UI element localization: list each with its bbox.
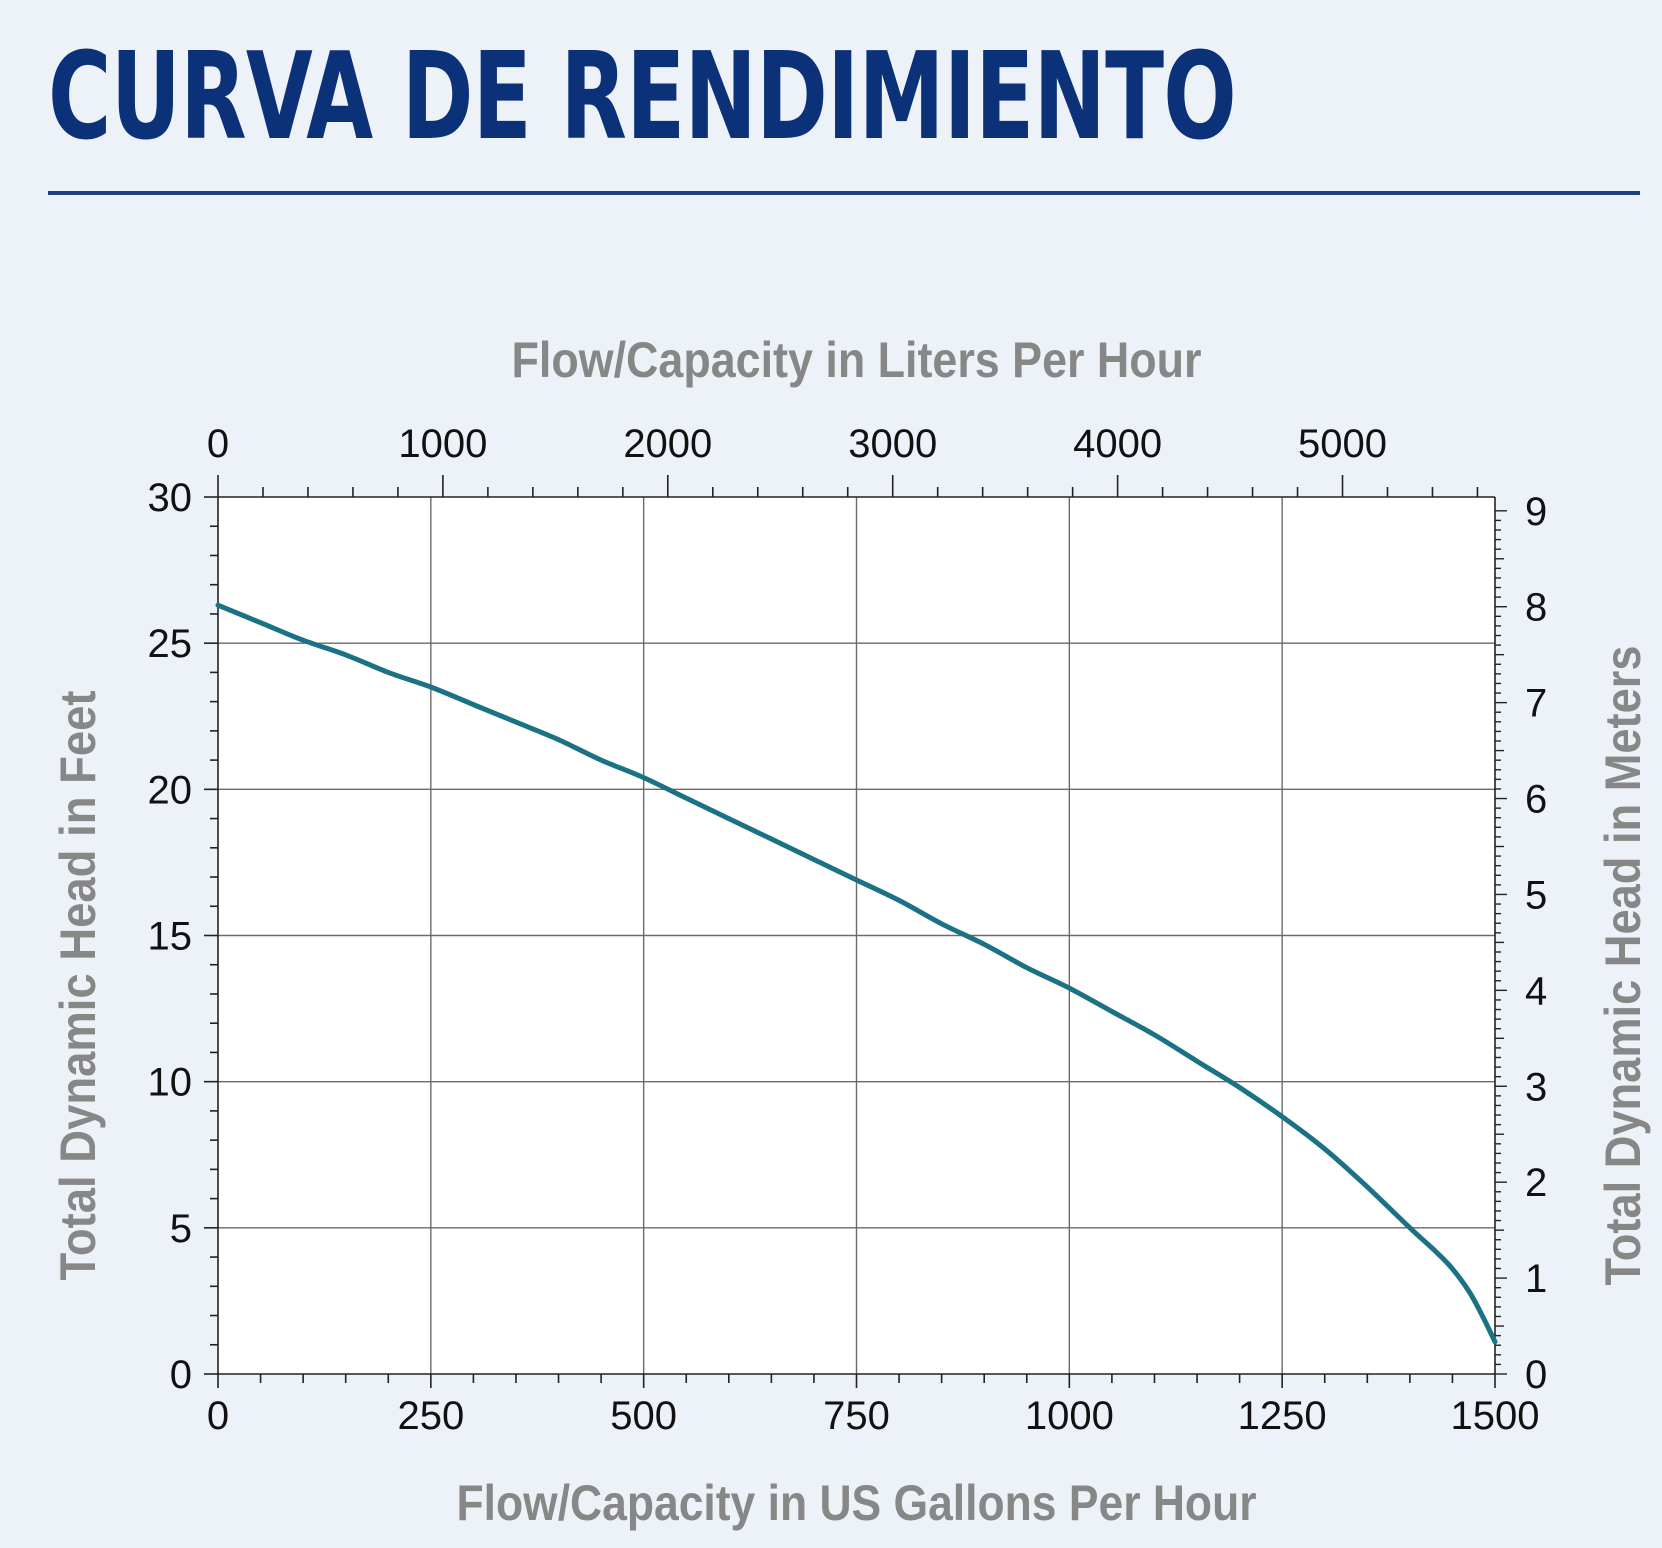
y-tick-label: 15 — [148, 915, 193, 959]
title-divider — [48, 191, 1640, 195]
x2-tick-label: 5000 — [1298, 422, 1387, 466]
y-tick-label: 5 — [170, 1207, 192, 1251]
x2-tick-label: 4000 — [1073, 422, 1162, 466]
x2-axis-title: Flow/Capacity in Liters Per Hour — [512, 332, 1202, 388]
y2-tick-label: 7 — [1525, 682, 1547, 726]
y2-tick-label: 8 — [1525, 586, 1547, 630]
y2-tick-label: 0 — [1525, 1353, 1547, 1397]
y-tick-label: 25 — [148, 622, 193, 666]
x-tick-label: 500 — [610, 1394, 677, 1438]
y2-axis-title: Total Dynamic Head in Meters — [1595, 646, 1651, 1286]
major-ticks — [217, 475, 1507, 1375]
y2-tick-label: 1 — [1525, 1257, 1547, 1301]
y-tick-label: 10 — [148, 1061, 193, 1105]
y2-tick-label: 9 — [1525, 490, 1547, 534]
x2-tick-label: 1000 — [398, 422, 487, 466]
x-axis-title: Flow/Capacity in US Gallons Per Hour — [457, 1475, 1257, 1531]
x-tick-label: 750 — [823, 1394, 890, 1438]
y2-tick-label: 5 — [1525, 873, 1547, 917]
x2-tick-label: 0 — [207, 422, 229, 466]
x-tick-label: 1500 — [1451, 1394, 1540, 1438]
y-axis-title: Total Dynamic Head in Feet — [50, 690, 106, 1280]
page-title: CURVA DE RENDIMIENTO — [48, 28, 1237, 167]
y2-tick-label: 6 — [1525, 778, 1547, 822]
x-tick-label: 1250 — [1238, 1394, 1327, 1438]
x-tick-label: 1000 — [1025, 1394, 1114, 1438]
x2-tick-label: 2000 — [623, 422, 712, 466]
y2-tick-label: 3 — [1525, 1065, 1547, 1109]
x2-tick-label: 3000 — [848, 422, 937, 466]
x-tick-label: 250 — [397, 1394, 464, 1438]
minor-ticks — [204, 496, 1496, 1388]
y-tick-label: 20 — [148, 768, 193, 812]
y2-tick-label: 2 — [1525, 1161, 1547, 1205]
x-tick-label: 0 — [207, 1394, 229, 1438]
y-tick-label: 30 — [148, 476, 193, 520]
series-line-head-curve — [215, 602, 1498, 1345]
y2-tick-label: 4 — [1525, 969, 1547, 1013]
y-tick-label: 0 — [170, 1353, 192, 1397]
